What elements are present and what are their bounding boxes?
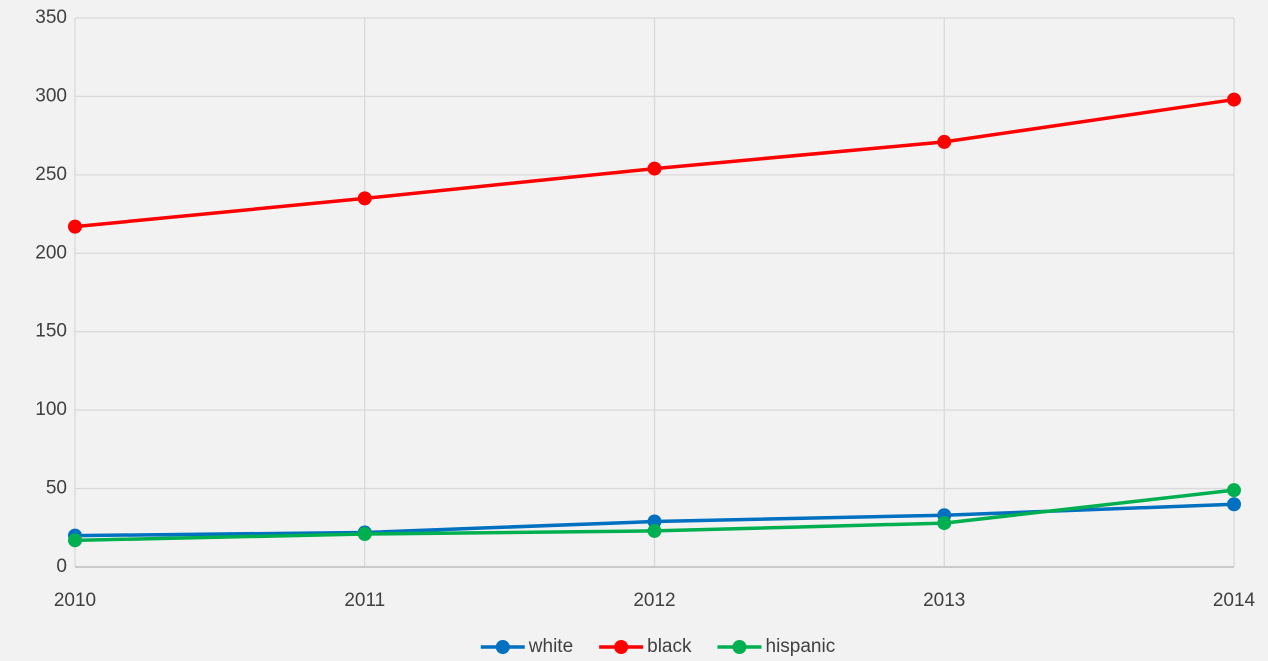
point — [357, 191, 372, 206]
y-tick-label: 250 — [35, 164, 67, 185]
y-tick-label: 350 — [35, 7, 67, 28]
point — [68, 533, 82, 548]
x-tick-label: 2014 — [1213, 590, 1256, 611]
legend-marker — [732, 640, 747, 654]
legend-item: black — [599, 636, 692, 657]
y-tick-label: 50 — [46, 478, 67, 499]
legend-item: hispanic — [717, 636, 836, 657]
legend-label: white — [528, 636, 573, 657]
point — [357, 527, 372, 542]
point — [937, 134, 952, 149]
x-tick-label: 2010 — [54, 590, 96, 611]
legend-label: black — [647, 636, 692, 657]
point — [937, 516, 952, 531]
x-tick-label: 2012 — [633, 590, 675, 611]
y-tick-label: 300 — [35, 85, 67, 106]
legend-marker — [495, 640, 510, 654]
legend-item: white — [480, 636, 573, 657]
point — [1227, 497, 1241, 512]
legend: white black hispanic — [480, 636, 836, 657]
legend-label: hispanic — [766, 636, 836, 657]
y-tick-label: 0 — [56, 556, 67, 577]
point — [1227, 92, 1241, 107]
point — [647, 161, 662, 176]
point — [68, 219, 82, 234]
x-tick-label: 2011 — [344, 590, 385, 611]
y-tick-label: 150 — [35, 321, 67, 342]
x-tick-label: 2013 — [923, 590, 965, 611]
y-tick-label: 100 — [35, 399, 67, 420]
point — [1227, 483, 1241, 498]
legend-marker — [614, 640, 629, 654]
y-tick-label: 200 — [35, 242, 67, 263]
point — [647, 523, 662, 538]
